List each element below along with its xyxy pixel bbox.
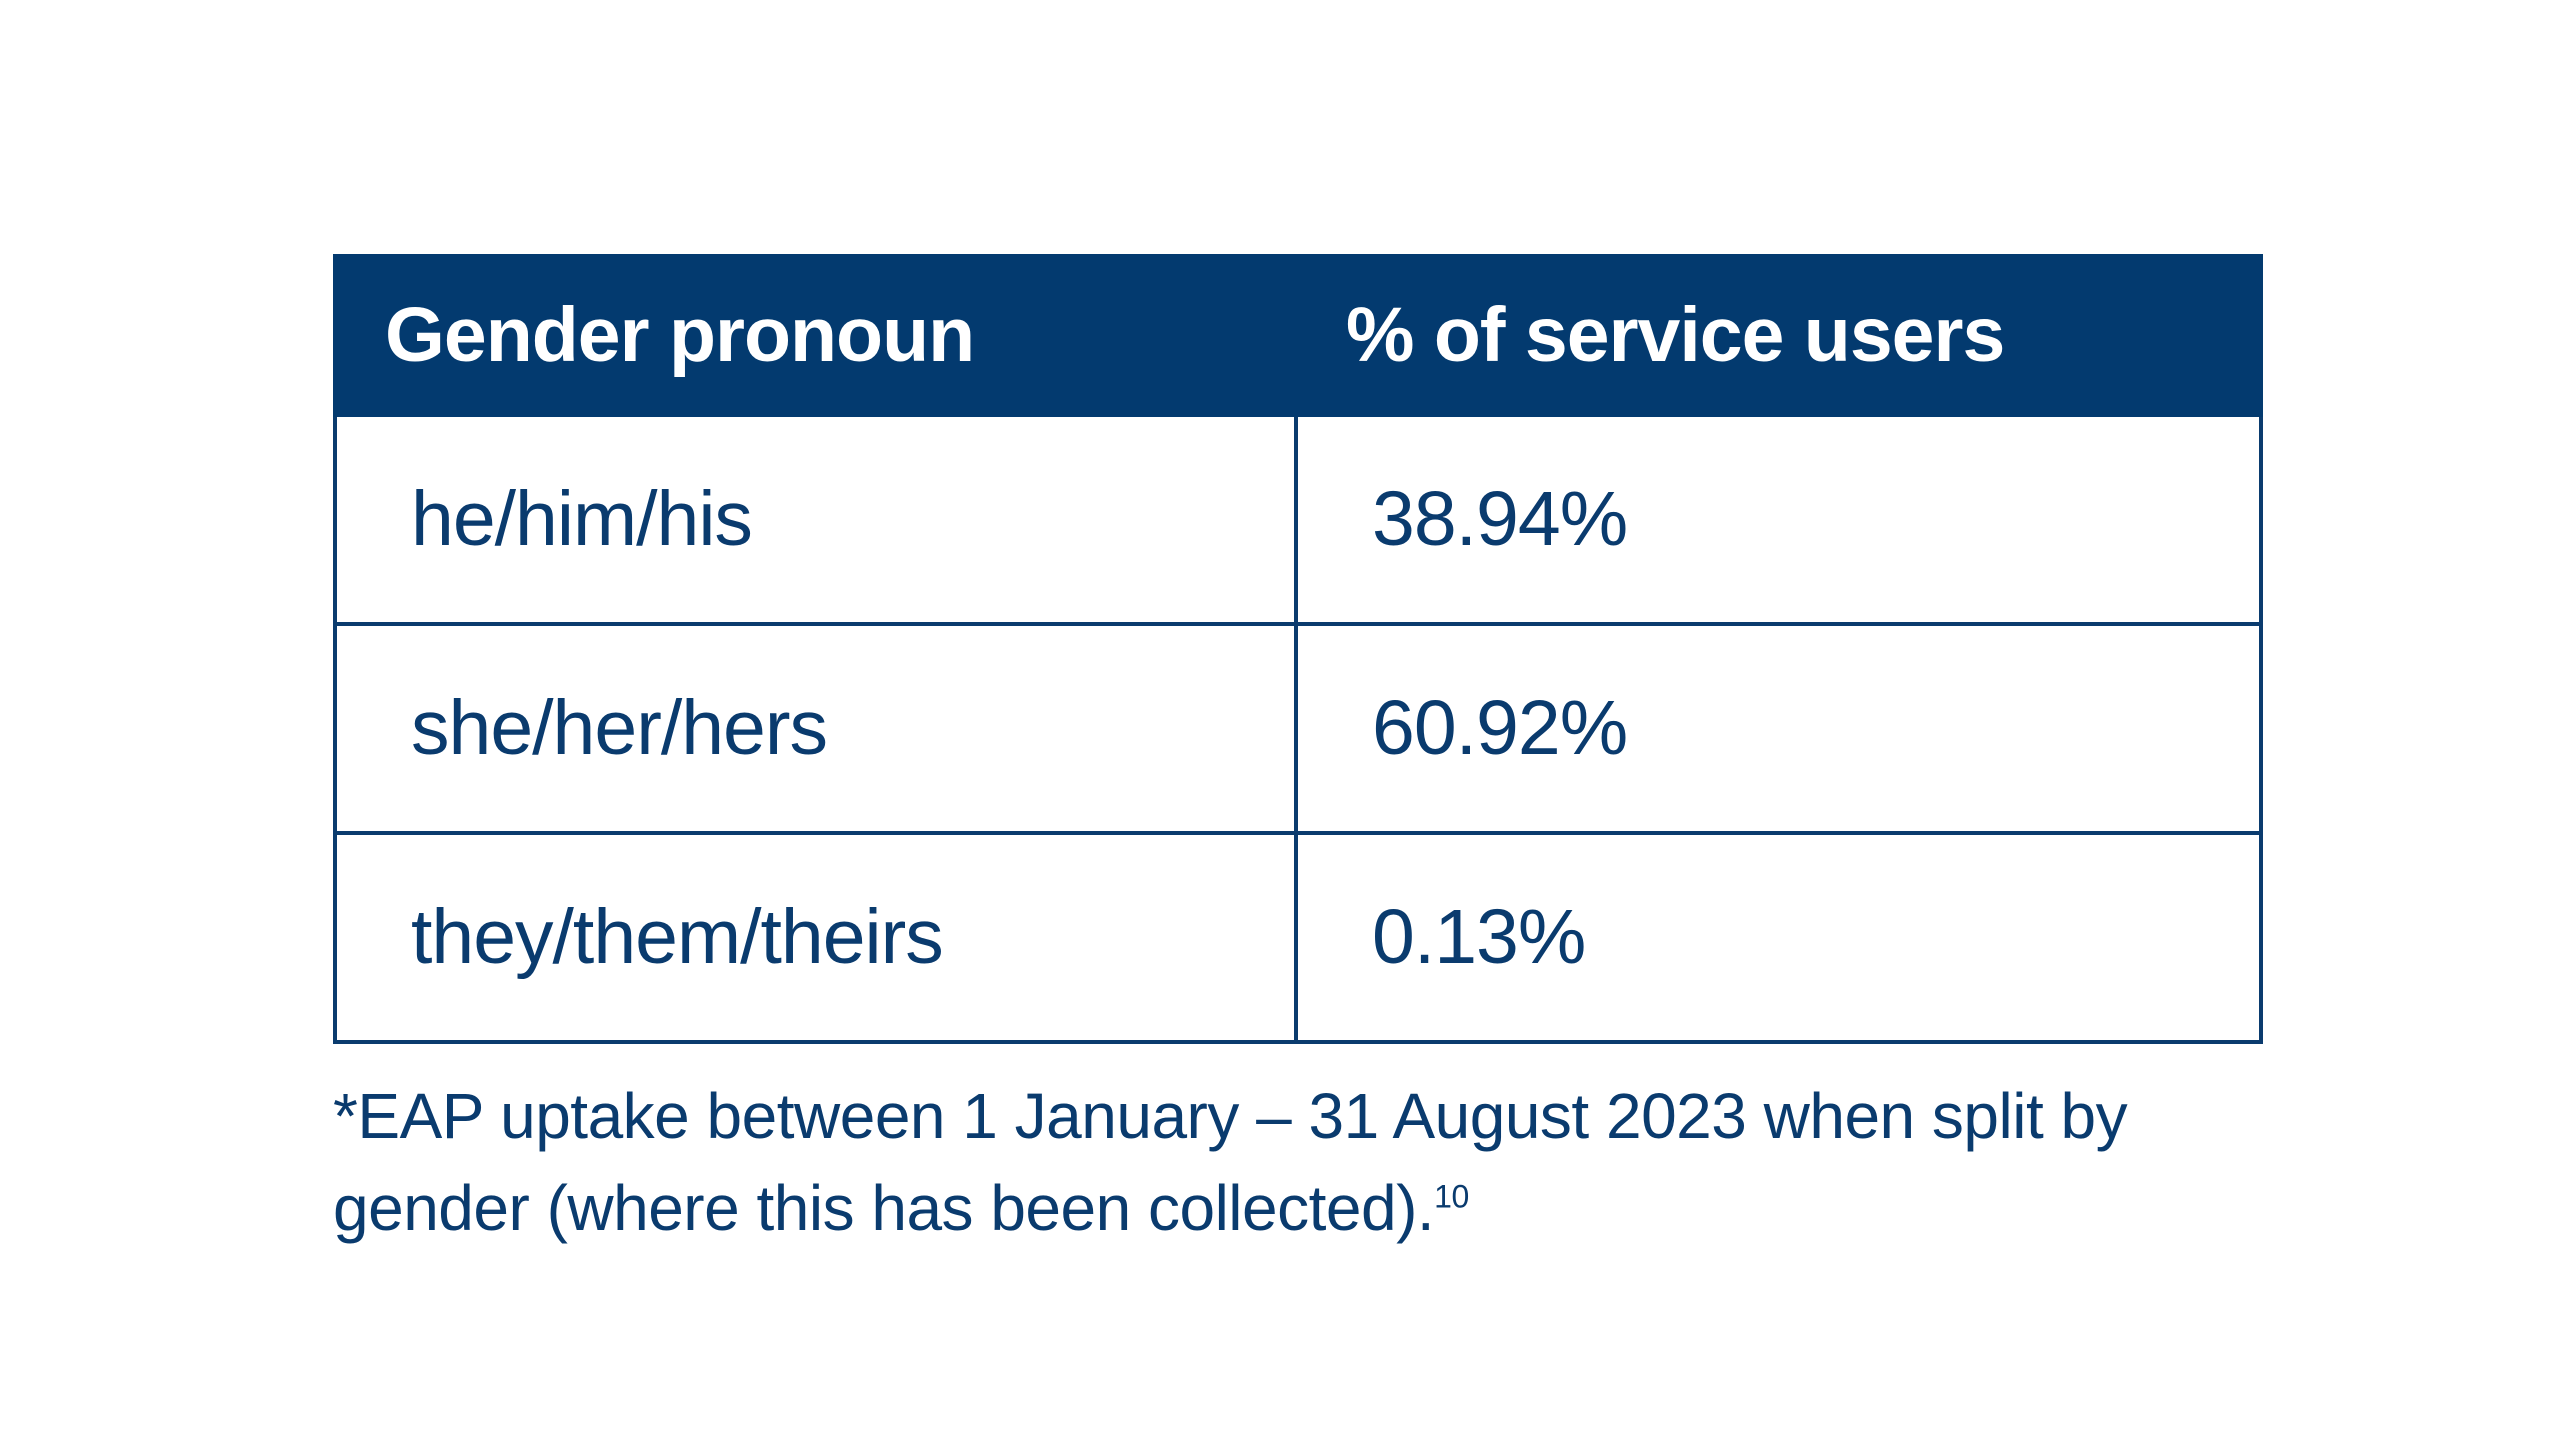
pronoun-cell: they/them/theirs (333, 831, 1298, 1044)
footnote-text: *EAP uptake between 1 January – 31 Augus… (333, 1080, 2128, 1244)
table-body: he/him/his 38.94% she/her/hers 60.92% th… (333, 413, 2263, 1044)
data-table: Gender pronoun % of service users he/him… (333, 254, 2263, 1044)
header-row: Gender pronoun % of service users (333, 254, 2263, 417)
footnote-reference: 10 (1434, 1178, 1469, 1215)
pronoun-cell: he/him/his (333, 413, 1298, 626)
percent-cell: 0.13% (1294, 831, 2263, 1044)
footnote: *EAP uptake between 1 January – 31 Augus… (333, 1070, 2313, 1254)
percent-cell: 60.92% (1294, 622, 2263, 835)
percent-cell: 38.94% (1294, 413, 2263, 626)
table-row: they/them/theirs 0.13% (333, 831, 2263, 1044)
data-table-container: Gender pronoun % of service users he/him… (333, 254, 2263, 1044)
table-row: he/him/his 38.94% (333, 413, 2263, 626)
pronoun-cell: she/her/hers (333, 622, 1298, 835)
column-header-pronoun: Gender pronoun (333, 254, 1298, 417)
table-row: she/her/hers 60.92% (333, 622, 2263, 835)
table-header: Gender pronoun % of service users (333, 254, 2263, 417)
column-header-percent: % of service users (1294, 254, 2263, 417)
